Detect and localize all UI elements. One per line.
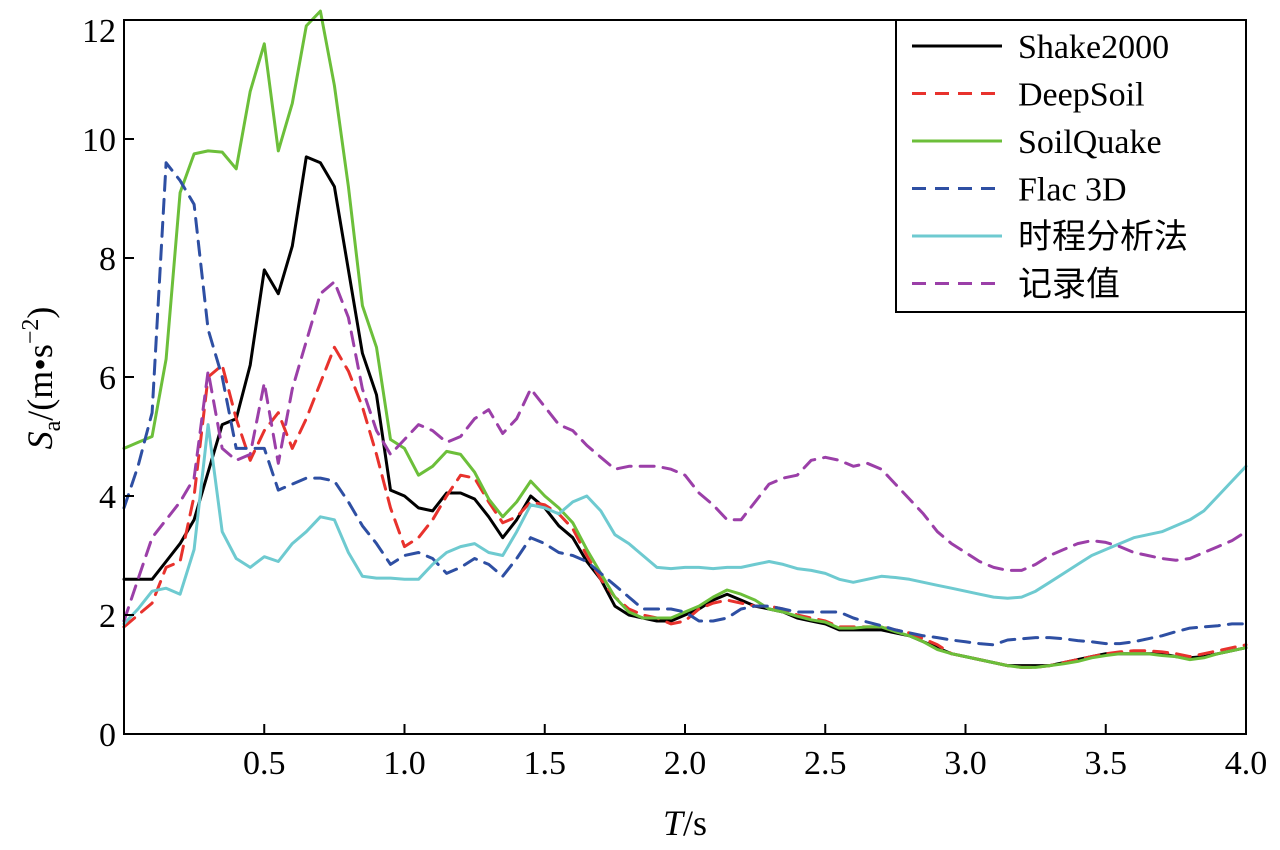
y-tick-label: 0 — [99, 717, 116, 754]
legend-label-2: DeepSoil — [1018, 77, 1145, 114]
x-axis-ticks: 0.5 1.0 1.5 2.0 2.5 3.0 3.5 4.0 — [243, 724, 1267, 782]
legend-label-3: SoilQuake — [1018, 124, 1162, 161]
y-tick-label: 2 — [99, 598, 116, 635]
x-tick-label: 2.0 — [664, 745, 707, 782]
y-axis-ticks: 0 2 4 6 8 10 12 — [82, 13, 134, 754]
x-tick-label: 4.0 — [1225, 745, 1268, 782]
series-line-6 — [122, 280, 1248, 623]
legend: Shake2000 DeepSoil SoilQuake Flac 3D 时程分析法记录… — [895, 19, 1247, 313]
y-tick-label: 12 — [82, 13, 116, 50]
x-tick-label: 3.0 — [944, 745, 987, 782]
x-tick-label: 1.5 — [524, 745, 567, 782]
y-axis-title: Sa/(m•s−2) — [18, 307, 66, 450]
series-line-2 — [122, 345, 1248, 669]
y-tick-label: 6 — [99, 360, 116, 397]
legend-frame — [895, 19, 1247, 313]
series-line-4 — [122, 161, 1248, 647]
y-tick-label: 4 — [99, 479, 116, 516]
x-axis-title: T/s — [663, 803, 707, 843]
legend-label-5: 时程分析法 — [1018, 218, 1188, 256]
x-tick-label: 1.0 — [383, 745, 426, 782]
x-tick-label: 2.5 — [804, 745, 847, 782]
x-tick-label: 3.5 — [1085, 745, 1128, 782]
y-tick-label: 8 — [99, 241, 116, 278]
series-line-5 — [122, 423, 1248, 626]
x-tick-label: 0.5 — [243, 745, 286, 782]
legend-label-1: Shake2000 — [1018, 29, 1169, 66]
legend-items: Shake2000 DeepSoil SoilQuake Flac 3D 时程分析法记录… — [912, 29, 1188, 304]
series-layer — [122, 9, 1248, 669]
y-tick-label: 10 — [82, 122, 116, 159]
legend-label-6: 记录值 — [1018, 266, 1120, 304]
legend-label-4: Flac 3D — [1018, 172, 1127, 209]
